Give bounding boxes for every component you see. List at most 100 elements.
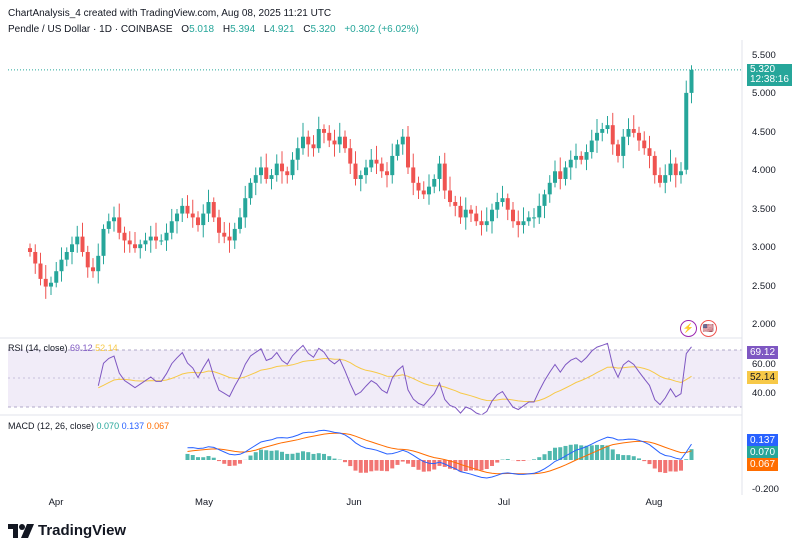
rsi-axis-60: 60.00 [752, 359, 776, 370]
candle-body [106, 221, 111, 229]
symbol-legend[interactable]: Pendle / US Dollar · 1D · COINBASE O5.01… [8, 24, 425, 35]
tradingview-logo[interactable]: TradingView [8, 522, 126, 539]
macd-histogram-bar [647, 460, 652, 465]
candle-body [600, 129, 605, 133]
macd-histogram-bar [631, 456, 636, 460]
macd-histogram-bar [316, 453, 321, 460]
macd-histogram-bar [264, 450, 269, 460]
candle-body [232, 228, 237, 241]
candle-body [652, 155, 657, 176]
logo-text: TradingView [38, 522, 127, 539]
candle-body [631, 129, 636, 133]
candle-body [448, 190, 452, 203]
candle-body [610, 125, 615, 145]
rsi-ma-tag: 52.14 [747, 371, 779, 384]
macd-histogram-bar [211, 457, 216, 460]
candle-body [348, 148, 353, 164]
symbol-name: Pendle / US Dollar · 1D · COINBASE [8, 24, 173, 35]
macd-histogram-bar [222, 460, 227, 464]
candle-body [28, 248, 32, 252]
rsi-line [97, 342, 692, 416]
macd-histogram-bar [595, 444, 599, 460]
macd-legend[interactable]: MACD (12, 26, close) 0.070 0.137 0.067 [8, 421, 169, 431]
macd-histogram-bar [306, 452, 311, 460]
macd-histogram-bar [537, 457, 542, 460]
candle-body [285, 171, 290, 176]
candle-body [437, 163, 442, 179]
candle-body [568, 159, 573, 168]
candle-body [453, 202, 458, 206]
month-label-may: May [195, 497, 213, 508]
macd-histogram-bar [311, 453, 316, 460]
candle-body [290, 159, 295, 176]
candle-body [663, 175, 668, 183]
macd-histogram-bar [411, 460, 416, 467]
macd-histogram-bar [369, 460, 374, 472]
macd-histogram-bar [684, 459, 689, 460]
macd-histogram-bar [589, 445, 594, 460]
candle-body [495, 202, 500, 210]
macd-histogram-bar [621, 455, 626, 460]
candle-body [295, 148, 300, 160]
macd-histogram-bar [238, 460, 242, 464]
macd-histogram-bar [201, 457, 206, 460]
candle-body [306, 136, 311, 145]
candle-body [353, 163, 358, 179]
candle-body [395, 144, 400, 156]
macd-histogram-bar [227, 460, 232, 466]
month-label-jul: Jul [497, 497, 511, 508]
macd-histogram-bar [280, 451, 284, 460]
candle-body [311, 144, 316, 149]
macd-hist-value: 0.070 [96, 421, 120, 431]
candle-body [143, 240, 148, 245]
candle-body [547, 182, 552, 195]
candle-body [626, 129, 631, 137]
price-axis-label: 4.500 [752, 126, 776, 138]
macd-histogram-bar [348, 460, 353, 467]
candle-body [658, 175, 662, 183]
candle-body [238, 217, 242, 229]
lightning-icon[interactable]: ⚡ [680, 320, 697, 337]
candle-body [138, 244, 143, 249]
candle-body [563, 167, 568, 179]
candle-body [253, 175, 258, 183]
candle-body [673, 163, 678, 176]
macd-label: MACD (12, 26, close) [8, 421, 95, 431]
macd-histogram-bar [553, 447, 557, 460]
price-axis-label: 4.000 [752, 165, 776, 177]
macd-histogram-bar [658, 460, 662, 473]
us-flag-icon[interactable]: 🇺🇸 [700, 320, 717, 337]
candle-body [222, 232, 227, 237]
candle-body [526, 217, 531, 222]
macd-histogram-bar [516, 460, 521, 462]
macd-histogram-bar [353, 460, 358, 471]
candle-body [169, 221, 174, 233]
price-axis-label: 2.000 [752, 319, 776, 330]
macd-histogram-bar [385, 460, 389, 472]
candle-body [33, 251, 38, 264]
macd-histogram-bar [395, 460, 400, 465]
rsi-legend[interactable]: RSI (14, close) 69.12 52.14 [8, 343, 118, 353]
candle-body [458, 205, 463, 218]
rsi-axis-40: 40.00 [752, 388, 776, 399]
candle-body [43, 278, 48, 287]
candle-body [684, 92, 689, 170]
candle-body [505, 198, 510, 210]
macd-histogram-bar [547, 450, 552, 460]
candle-body [411, 167, 416, 183]
candle-body [358, 175, 363, 179]
candle-body [264, 167, 269, 179]
candle-body [175, 213, 179, 222]
macd-histogram-bar [505, 459, 510, 460]
candle-body [542, 194, 547, 206]
macd-histogram-bar [327, 456, 332, 460]
macd-histogram-bar [479, 460, 484, 471]
chart-attribution: ChartAnalysis_4 created with TradingView… [8, 8, 332, 19]
candle-body [91, 267, 95, 272]
macd-histogram-bar [474, 460, 479, 471]
candle-body [479, 221, 484, 226]
macd-histogram-bar [232, 460, 237, 466]
macd-histogram-bar [637, 458, 641, 460]
candle-body [364, 167, 368, 176]
